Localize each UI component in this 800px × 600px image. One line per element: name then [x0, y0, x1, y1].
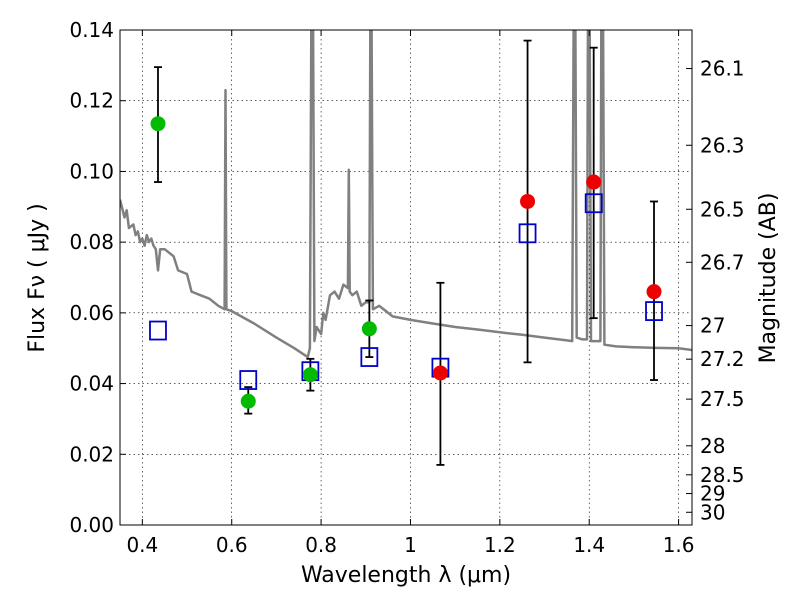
observed-flux-points [150, 116, 662, 409]
y-tick-label: 0.04 [69, 372, 114, 396]
x-tick-label: 1.2 [484, 533, 516, 557]
x-tick-label: 1.6 [663, 533, 695, 557]
model-flux-box [239, 370, 258, 390]
y-tick-label: 0.10 [69, 159, 114, 183]
right-tick-label: 27.5 [700, 387, 745, 411]
sed-model-curve [120, 30, 692, 359]
x-axis-ticks: 0.4 0.6 0.8 1 1.2 1.4 1.6 [126, 30, 695, 557]
model-flux-box [518, 223, 537, 244]
right-tick-label: 26.3 [700, 133, 745, 157]
y-tick-label: 0.00 [69, 513, 114, 537]
x-tick-label: 0.8 [305, 533, 337, 557]
model-flux-box [645, 301, 663, 321]
right-tick-label: 26.1 [700, 57, 745, 81]
model-flux-box [149, 320, 167, 341]
right-axis-label: Magnitude (AB) [756, 193, 781, 364]
red-flux-point [432, 365, 448, 381]
model-flux-boxes [149, 193, 663, 390]
green-flux-point [150, 116, 166, 132]
right-tick-label: 28.5 [700, 463, 745, 487]
x-tick-label: 1 [404, 533, 417, 557]
x-tick-label: 0.6 [216, 533, 248, 557]
right-tick-label: 27.2 [700, 347, 745, 371]
right-tick-label: 28 [700, 434, 725, 458]
y-tick-label: 0.02 [69, 442, 114, 466]
y-axis-ticks: 0.00 0.02 0.04 0.06 0.08 0.10 0.12 0.14 [69, 18, 126, 537]
y-tick-label: 0.08 [69, 230, 114, 254]
error-bars [153, 39, 659, 466]
right-tick-label: 27 [700, 314, 725, 338]
plot-frame [119, 29, 693, 526]
x-tick-label: 0.4 [126, 533, 158, 557]
red-flux-point [520, 193, 536, 209]
green-flux-point [240, 393, 256, 409]
grid-lines [120, 30, 692, 525]
green-flux-point [302, 367, 318, 383]
right-tick-label: 26.5 [700, 197, 745, 221]
right-tick-label: 29 [700, 482, 725, 506]
y-tick-label: 0.14 [69, 18, 114, 42]
sed-curve-layer [120, 30, 692, 359]
model-flux-box [360, 347, 379, 367]
green-flux-point [361, 321, 377, 337]
y-tick-label: 0.06 [69, 301, 114, 325]
x-axis-label: Wavelength λ (μm) [301, 563, 511, 588]
right-tick-label: 30 [700, 500, 725, 524]
red-flux-point [646, 284, 662, 300]
right-tick-label: 26.7 [700, 250, 745, 274]
y-tick-label: 0.12 [69, 89, 114, 113]
red-flux-point [586, 174, 602, 190]
y-axis-label: Flux Fν ( μJy ) [25, 203, 50, 352]
x-tick-label: 1.4 [573, 533, 605, 557]
model-flux-box [584, 193, 603, 214]
